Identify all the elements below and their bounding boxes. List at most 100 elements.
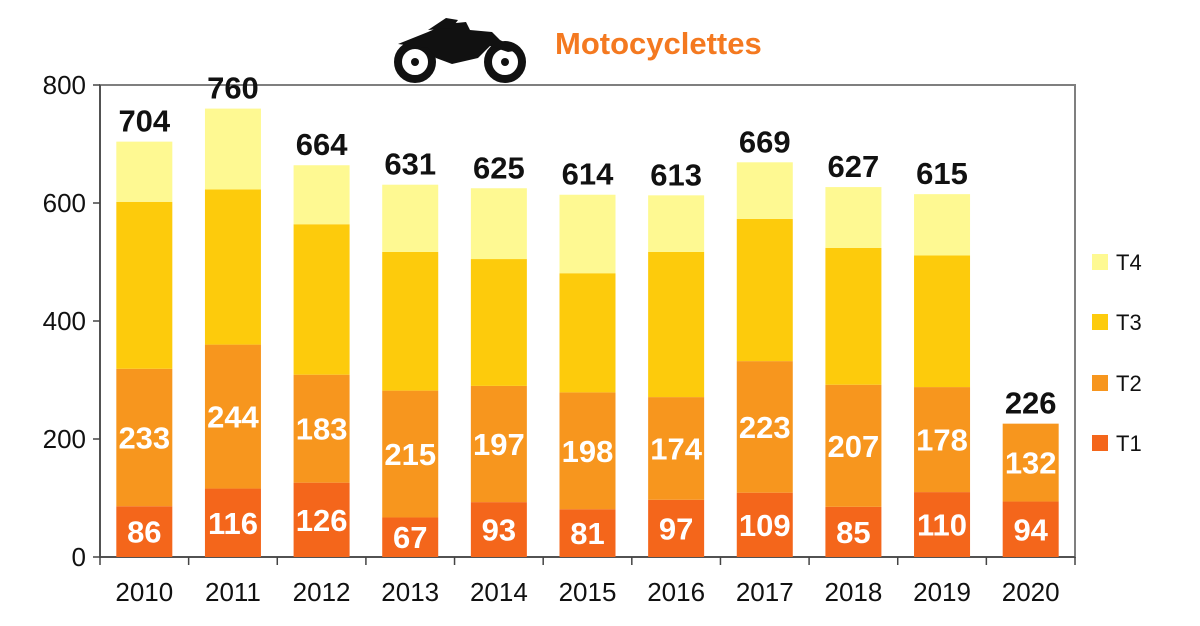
legend-swatch — [1092, 314, 1108, 330]
bar-segment-t4 — [736, 162, 793, 219]
total-label: 669 — [739, 124, 791, 159]
bar-segment-t1 — [736, 492, 793, 557]
total-label: 625 — [473, 150, 525, 185]
data-label: 215 — [384, 437, 436, 472]
bar-segment-t1 — [470, 502, 527, 557]
bar-segment-t1 — [293, 482, 350, 557]
total-label: 631 — [384, 147, 436, 182]
bar-segment-t2 — [116, 368, 173, 507]
chart-title: Motocyclettes — [555, 26, 762, 61]
bar-segment-t2 — [470, 385, 527, 503]
y-tick-label: 600 — [43, 188, 86, 218]
total-label: 627 — [828, 149, 880, 184]
bar-segment-t1 — [382, 517, 439, 557]
total-label: 615 — [916, 156, 968, 191]
bar-segment-t2 — [736, 361, 793, 493]
legend-label: T2 — [1116, 371, 1142, 396]
total-label: 614 — [562, 157, 614, 192]
x-tick-label: 2014 — [470, 577, 528, 607]
bar-segment-t3 — [559, 273, 616, 393]
y-tick-label: 800 — [43, 70, 86, 100]
total-label: 226 — [1005, 386, 1057, 421]
data-label: 132 — [1005, 446, 1057, 481]
x-tick-label: 2013 — [381, 577, 439, 607]
data-label: 86 — [127, 515, 161, 550]
bar-segment-t2 — [382, 390, 439, 518]
x-tick-label: 2018 — [824, 577, 882, 607]
y-tick-label: 400 — [43, 306, 86, 336]
data-label: 233 — [118, 421, 170, 456]
data-label: 207 — [828, 429, 880, 464]
bar-segment-t1 — [648, 499, 705, 557]
bar-segment-t2 — [1002, 423, 1059, 502]
x-tick-label: 2015 — [559, 577, 617, 607]
total-label: 613 — [650, 157, 702, 192]
data-label: 67 — [393, 520, 427, 555]
bar-segment-t1 — [204, 488, 261, 557]
bar-segment-t4 — [648, 195, 705, 252]
bar-segment-t4 — [382, 184, 439, 252]
y-tick-label: 200 — [43, 424, 86, 454]
data-label: 223 — [739, 410, 791, 445]
bar-segment-t3 — [914, 255, 971, 388]
bar-segment-t3 — [470, 259, 527, 386]
bar-segment-t1 — [559, 509, 616, 557]
bar-segment-t3 — [204, 189, 261, 345]
motorcycle-icon — [394, 18, 526, 83]
bar-segment-t1 — [1002, 501, 1059, 557]
total-label: 704 — [118, 104, 170, 139]
data-label: 109 — [739, 508, 791, 543]
bar-segment-t1 — [825, 506, 882, 557]
total-label: 760 — [207, 71, 259, 106]
data-label: 198 — [562, 434, 614, 469]
bar-segment-t2 — [914, 387, 971, 493]
bar-segment-t3 — [116, 201, 173, 369]
bar-segment-t4 — [825, 187, 882, 248]
bar-segment-t1 — [116, 506, 173, 557]
legend-swatch — [1092, 254, 1108, 270]
bar-segment-t3 — [293, 224, 350, 375]
legend-swatch — [1092, 375, 1108, 391]
bar-segment-t3 — [736, 218, 793, 362]
data-label: 183 — [296, 412, 348, 447]
data-label: 85 — [836, 515, 870, 550]
legend-label: T1 — [1116, 431, 1142, 456]
x-tick-label: 2010 — [115, 577, 173, 607]
bar-segment-t3 — [825, 247, 882, 385]
x-tick-label: 2016 — [647, 577, 705, 607]
data-label: 174 — [650, 431, 702, 466]
x-tick-label: 2012 — [293, 577, 351, 607]
data-label: 126 — [296, 503, 348, 538]
bar-segment-t2 — [825, 384, 882, 507]
bar-segment-t3 — [382, 251, 439, 391]
data-label: 197 — [473, 427, 525, 462]
bar-segment-t2 — [559, 392, 616, 510]
x-tick-label: 2011 — [205, 577, 261, 607]
data-label: 94 — [1013, 512, 1048, 547]
bar-segment-t4 — [116, 141, 173, 202]
legend-swatch — [1092, 435, 1108, 451]
y-tick-label: 0 — [72, 542, 86, 572]
data-label: 178 — [916, 423, 968, 458]
legend-label: T3 — [1116, 310, 1142, 335]
data-label: 81 — [570, 516, 604, 551]
x-tick-label: 2017 — [736, 577, 794, 607]
bar-segment-t4 — [914, 194, 971, 256]
bar-segment-t2 — [293, 374, 350, 483]
x-tick-label: 2020 — [1002, 577, 1060, 607]
total-label: 664 — [296, 127, 348, 162]
bar-segment-t2 — [648, 397, 705, 500]
x-tick-label: 2019 — [913, 577, 971, 607]
bar-segment-t4 — [204, 108, 261, 190]
bar-segment-t4 — [559, 194, 616, 274]
data-label: 110 — [917, 508, 967, 543]
data-label: 244 — [207, 400, 259, 435]
bar-segment-t1 — [914, 492, 971, 557]
data-label: 97 — [659, 511, 693, 546]
legend-label: T4 — [1116, 250, 1142, 275]
bar-segment-t4 — [293, 165, 350, 225]
data-label: 93 — [482, 513, 516, 548]
bar-segment-t3 — [648, 251, 705, 398]
bar-segment-t4 — [470, 188, 527, 260]
